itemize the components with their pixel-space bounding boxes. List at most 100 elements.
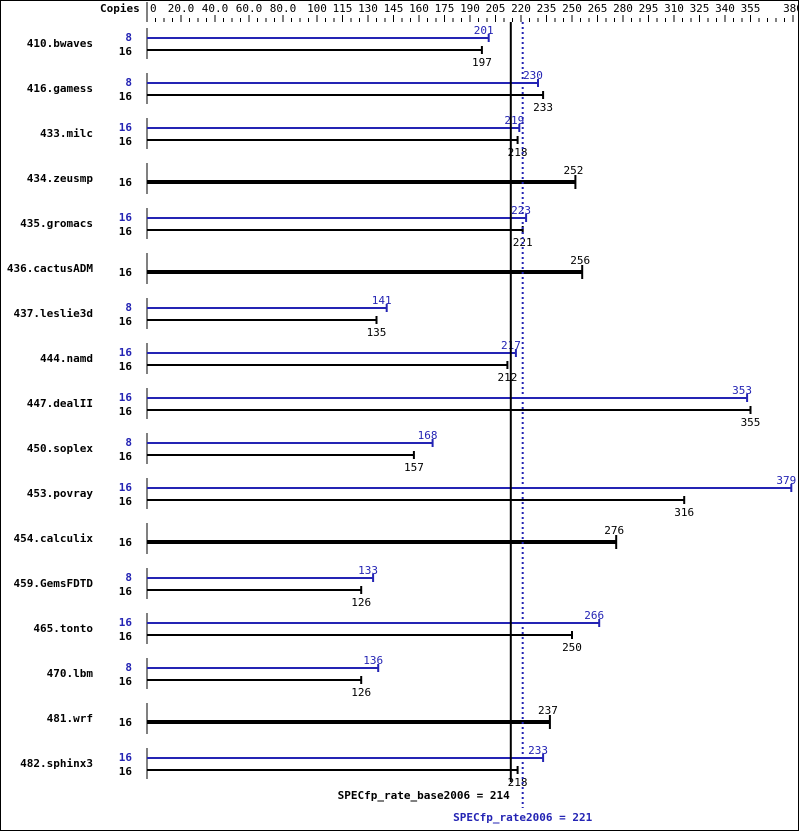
base-value-label: 218 [508,146,528,159]
base-value-label: 197 [472,56,492,69]
tick-label: 80.0 [270,2,297,15]
peak-value-label: 353 [732,384,752,397]
tick-label: 0 [150,2,157,15]
peak-copies: 16 [119,121,133,134]
peak-value-label: 168 [418,429,438,442]
base-copies: 16 [119,225,133,238]
tick-label: 115 [333,2,353,15]
peak-value-label: 136 [363,654,383,667]
peak-value-label: 141 [372,294,392,307]
base-copies: 16 [119,90,133,103]
tick-label: 235 [537,2,557,15]
benchmark-label: 434.zeusmp [27,172,94,185]
tick-label: 130 [358,2,378,15]
base-value-label: 316 [674,506,694,519]
peak-copies: 16 [119,751,133,764]
axis-title: Copies [100,2,140,15]
peak-copies: 16 [119,481,133,494]
tick-label: 40.0 [202,2,229,15]
tick-label: 355 [741,2,761,15]
tick-label: 20.0 [168,2,195,15]
peak-copies: 16 [119,391,133,404]
tick-label: 325 [690,2,710,15]
peak-copies: 8 [125,31,132,44]
benchmark-label: 437.leslie3d [14,307,93,320]
benchmark-label: 416.gamess [27,82,93,95]
base-copies: 16 [119,360,133,373]
tick-label: 280 [613,2,633,15]
benchmark-label: 481.wrf [47,712,93,725]
tick-label: 250 [562,2,582,15]
peak-value-label: 266 [584,609,604,622]
benchmark-label: 444.namd [40,352,93,365]
tick-label: 220 [511,2,531,15]
peak-value-label: 233 [528,744,548,757]
benchmark-label: 454.calculix [14,532,94,545]
peak-value-label: 219 [504,114,524,127]
base-value-label: 355 [741,416,761,429]
tick-label: 160 [409,2,429,15]
peak-value-label: 223 [511,204,531,217]
peak-copies: 8 [125,661,132,674]
benchmark-label: 470.lbm [47,667,94,680]
benchmark-label: 450.soplex [27,442,94,455]
peak-copies: 16 [119,211,133,224]
tick-label: 145 [384,2,404,15]
peak-copies: 16 [119,616,133,629]
benchmark-label: 433.milc [40,127,93,140]
base-value-label: 157 [404,461,424,474]
base-value-label: 252 [563,164,583,177]
base-copies: 16 [119,266,133,279]
base-copies: 16 [119,536,133,549]
base-copies: 16 [119,630,133,643]
tick-label: 295 [639,2,659,15]
peak-summary-label: SPECfp_rate2006 = 221 [453,811,592,824]
tick-label: 265 [588,2,608,15]
base-copies: 16 [119,315,133,328]
base-value-label: 126 [351,596,371,609]
base-copies: 16 [119,135,133,148]
base-copies: 16 [119,585,133,598]
peak-copies: 8 [125,436,132,449]
base-value-label: 212 [497,371,517,384]
base-value-label: 126 [351,686,371,699]
base-copies: 16 [119,495,133,508]
base-value-label: 250 [562,641,582,654]
benchmark-label: 453.povray [27,487,94,500]
tick-label: 190 [460,2,480,15]
peak-copies: 16 [119,346,133,359]
tick-label: 175 [435,2,455,15]
peak-value-label: 230 [523,69,543,82]
benchmark-label: 447.dealII [27,397,93,410]
benchmark-label: 459.GemsFDTD [14,577,94,590]
base-copies: 16 [119,765,133,778]
base-copies: 16 [119,405,133,418]
benchmark-label: 436.cactusADM [7,262,93,275]
base-value-label: 237 [538,704,558,717]
benchmark-label: 435.gromacs [20,217,93,230]
base-value-label: 218 [508,776,528,789]
base-value-label: 135 [367,326,387,339]
base-copies: 16 [119,675,133,688]
tick-label: 340 [715,2,735,15]
peak-value-label: 133 [358,564,378,577]
base-copies: 16 [119,176,133,189]
base-copies: 16 [119,450,133,463]
benchmark-label: 465.tonto [33,622,93,635]
tick-label: 205 [486,2,506,15]
peak-copies: 8 [125,76,132,89]
peak-value-label: 201 [474,24,494,37]
benchmark-label: 482.sphinx3 [20,757,93,770]
base-summary-label: SPECfp_rate_base2006 = 214 [338,789,511,802]
tick-label: 380 [783,2,799,15]
tick-label: 310 [664,2,684,15]
peak-copies: 8 [125,571,132,584]
base-value-label: 233 [533,101,553,114]
tick-label: 60.0 [236,2,263,15]
peak-copies: 8 [125,301,132,314]
tick-label: 100 [307,2,327,15]
base-value-label: 256 [570,254,590,267]
base-value-label: 276 [604,524,624,537]
